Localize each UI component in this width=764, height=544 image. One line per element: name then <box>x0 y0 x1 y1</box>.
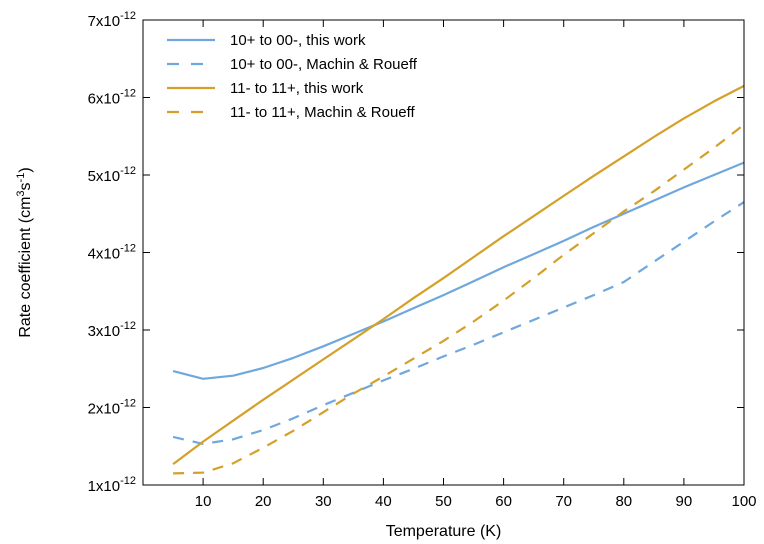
x-tick-label: 80 <box>615 493 632 510</box>
x-tick-label: 100 <box>731 493 756 510</box>
x-axis: 10 20 30 40 50 60 70 80 90 100 <box>195 20 757 510</box>
y-tick-mantissa: 1x10 <box>88 478 121 495</box>
x-tick-label: 20 <box>255 493 272 510</box>
y-tick-mantissa: 2x10 <box>88 401 121 418</box>
y-tick-label: 4x10-12 <box>88 243 136 263</box>
y-tick-label: 6x10-12 <box>88 88 136 108</box>
y-tick-exponent: -12 <box>120 398 136 410</box>
legend-label-2: 10+ to 00-, Machin & Roueff <box>230 56 418 73</box>
legend-label-3: 11- to 11+, this work <box>230 80 364 97</box>
y-tick-exponent: -12 <box>120 243 136 255</box>
y-axis-title-end: ) <box>17 167 34 172</box>
x-tick-label: 40 <box>375 493 392 510</box>
y-tick-label: 3x10-12 <box>88 320 136 340</box>
y-tick-mantissa: 5x10 <box>88 168 121 185</box>
series-line-1 <box>172 161 745 380</box>
y-axis-title-sup2: -1 <box>15 173 27 183</box>
plot-lines <box>172 84 745 475</box>
y-axis-title-sup1: 3 <box>15 190 27 196</box>
x-tick-label: 70 <box>555 493 572 510</box>
y-tick-exponent: -12 <box>120 475 136 487</box>
y-tick-mantissa: 6x10 <box>88 91 121 108</box>
y-tick-exponent: -12 <box>120 10 136 22</box>
y-tick-label: 5x10-12 <box>88 165 136 185</box>
y-tick-label: 2x10-12 <box>88 398 136 418</box>
y-axis-title-mid: s <box>17 182 34 190</box>
x-tick-label: 30 <box>315 493 332 510</box>
y-tick-exponent: -12 <box>120 165 136 177</box>
x-tick-label: 10 <box>195 493 212 510</box>
x-axis-title: Temperature (K) <box>386 523 502 540</box>
legend-label-4: 11- to 11+, Machin & Roueff <box>230 104 416 121</box>
series-line-3 <box>172 84 745 465</box>
y-tick-label: 7x10-12 <box>88 10 136 30</box>
y-tick-mantissa: 7x10 <box>88 13 121 30</box>
y-tick-mantissa: 3x10 <box>88 323 121 340</box>
y-tick-exponent: -12 <box>120 88 136 100</box>
y-tick-exponent: -12 <box>120 320 136 332</box>
x-tick-label: 90 <box>676 493 693 510</box>
y-axis-title: Rate coefficient (cm3s-1) <box>15 167 34 337</box>
x-tick-label: 50 <box>435 493 452 510</box>
y-axis: 1x10-122x10-123x10-124x10-125x10-126x10-… <box>88 10 744 495</box>
legend: 10+ to 00-, this work 10+ to 00-, Machin … <box>167 32 418 121</box>
x-tick-label: 60 <box>495 493 512 510</box>
series-line-4 <box>173 123 745 475</box>
y-tick-label: 1x10-12 <box>88 475 136 495</box>
y-tick-mantissa: 4x10 <box>88 246 121 263</box>
series-line-2 <box>172 201 745 445</box>
legend-label-1: 10+ to 00-, this work <box>230 32 366 49</box>
y-axis-title-base: Rate coefficient (cm <box>17 197 34 338</box>
